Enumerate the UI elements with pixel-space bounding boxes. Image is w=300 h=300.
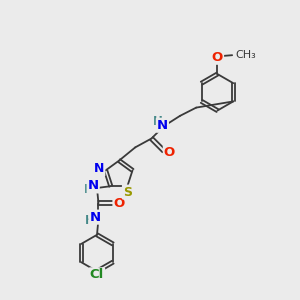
Text: O: O [164, 146, 175, 159]
Text: N: N [94, 162, 104, 176]
Text: N: N [88, 179, 99, 192]
Text: O: O [212, 51, 223, 64]
Text: S: S [123, 186, 132, 199]
Text: H: H [153, 115, 163, 128]
Text: O: O [113, 197, 125, 210]
Text: N: N [157, 119, 168, 132]
Text: N: N [89, 211, 100, 224]
Text: CH₃: CH₃ [236, 50, 256, 60]
Text: Cl: Cl [90, 268, 104, 281]
Text: H: H [84, 183, 94, 196]
Text: H: H [85, 214, 95, 226]
